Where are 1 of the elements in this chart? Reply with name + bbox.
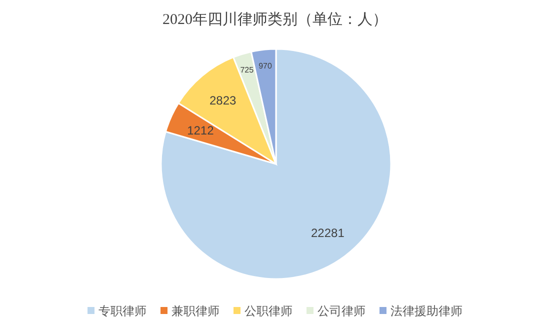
title: 2020年四川律师类别（单位：人） — [162, 12, 388, 28]
